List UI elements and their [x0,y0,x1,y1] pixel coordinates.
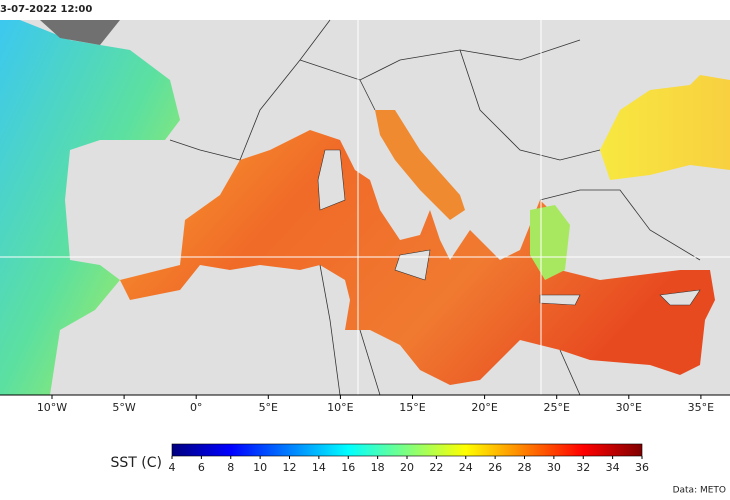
colorbar-tick-label: 4 [169,461,176,474]
border [299,39,581,81]
adriatic [375,110,465,220]
lon-label: 20°E [471,401,497,414]
colorbar-tick-label: 16 [341,461,355,474]
border [539,189,701,261]
no-data [40,20,120,45]
colorbar-tick-label: 30 [547,461,561,474]
lon-label: 10°W [37,401,67,414]
colorbar-tick-label: 8 [227,461,234,474]
colorbar-tick-label: 24 [459,461,473,474]
lon-label: 15°E [399,401,425,414]
border [319,264,341,396]
border [239,19,331,161]
lon-label: 5°W [112,401,135,414]
colorbar-tick-label: 6 [198,461,205,474]
lon-label: 25°E [543,401,569,414]
atlantic [0,20,180,395]
colorbar-tick-label: 28 [518,461,532,474]
colorbar-tick-label: 12 [283,461,297,474]
aegean [530,205,570,280]
colorbar-tick-label: 34 [606,461,620,474]
island [539,294,581,306]
colorbar-tick-label: 14 [312,461,326,474]
lon-label: 30°E [616,401,642,414]
colorbar-tick-label: 18 [371,461,385,474]
colorbar-tick-label: 10 [253,461,267,474]
border [169,139,241,161]
border [359,79,376,111]
map [0,19,730,396]
lon-label: 0° [190,401,203,414]
colorbar [171,443,643,457]
colorbar-tick-label: 36 [635,461,649,474]
lon-label: 35°E [688,401,714,414]
lon-label: 5°E [259,401,278,414]
colorbar-tick-label: 20 [400,461,414,474]
colorbar-tick-label: 22 [429,461,443,474]
border [559,349,581,396]
credit: Data: METO [673,486,726,496]
colorbar-label: SST (C) [111,455,162,471]
border [459,49,601,161]
colorbar-tick-label: 32 [576,461,590,474]
island [317,149,346,211]
colorbar-tick-label: 26 [488,461,502,474]
island [659,289,701,306]
black-sea [600,75,730,180]
border [359,329,381,396]
title: 3-07-2022 12:00 [0,4,92,15]
lon-label: 10°E [327,401,353,414]
